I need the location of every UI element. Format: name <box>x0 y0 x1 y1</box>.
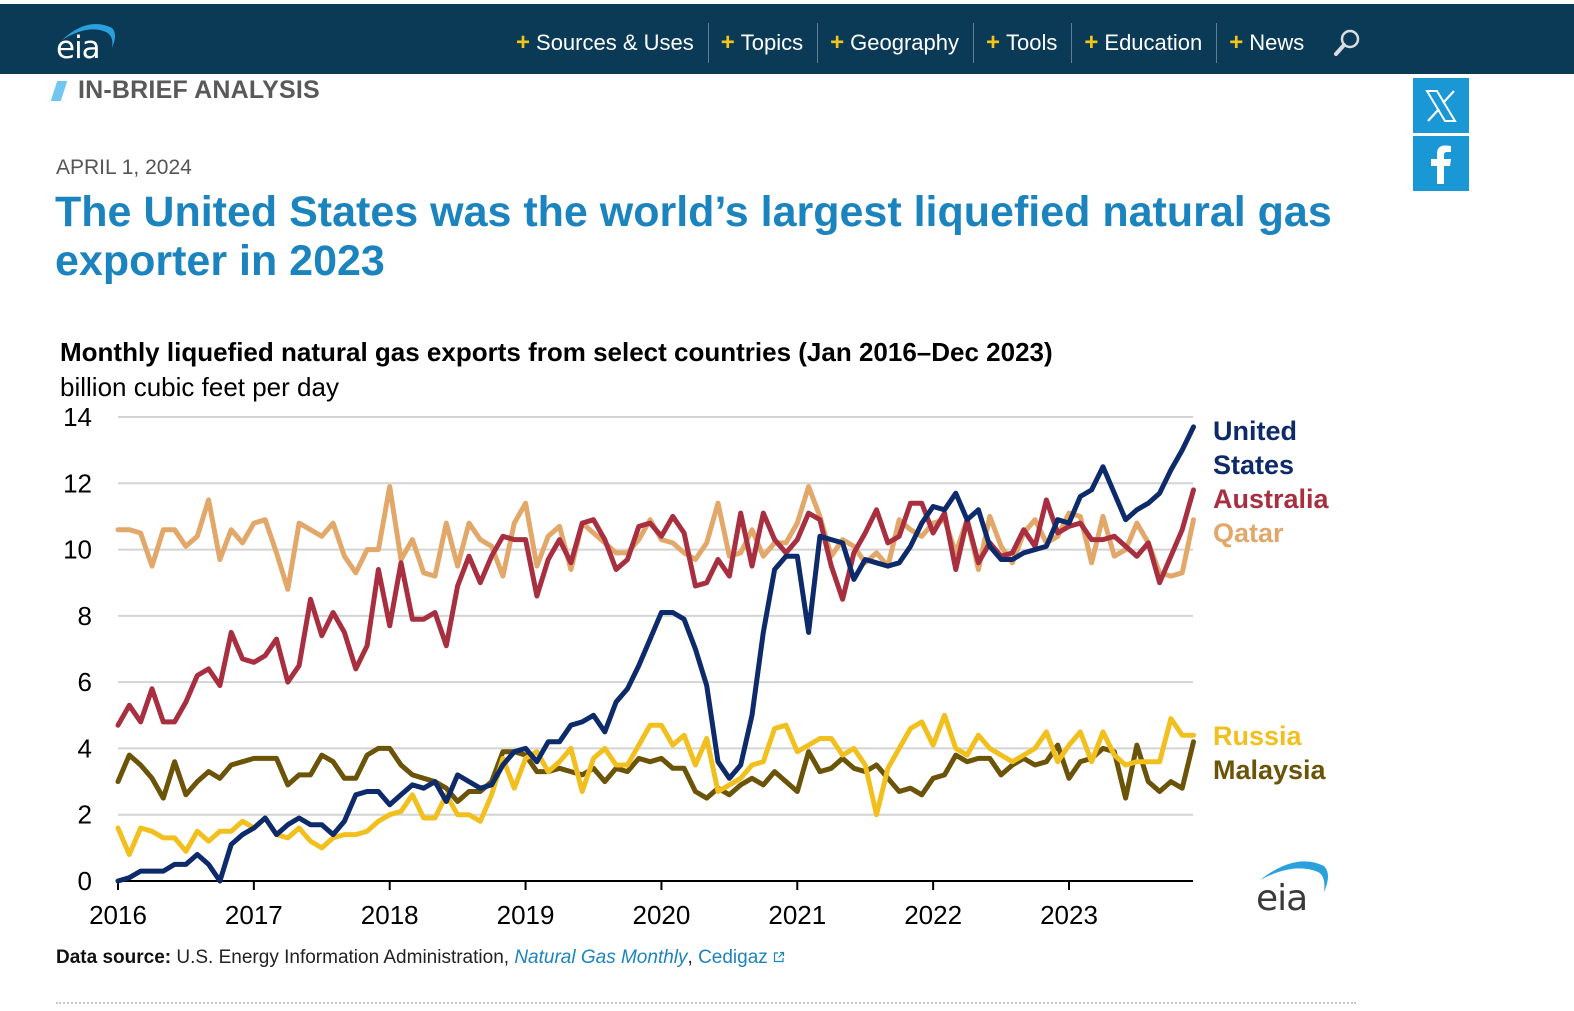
cedigaz-link[interactable]: Cedigaz <box>698 947 768 968</box>
y-tick-label: 10 <box>63 535 92 565</box>
legend-label-line: Russia <box>1213 721 1302 751</box>
y-tick-label: 0 <box>78 866 92 896</box>
nav-news[interactable]: + News <box>1217 23 1318 63</box>
data-source: Data source: U.S. Energy Information Adm… <box>56 947 785 969</box>
x-tick-label: 2019 <box>497 900 555 930</box>
nav-label: Geography <box>850 30 959 55</box>
nav-tools[interactable]: + Tools <box>974 23 1073 63</box>
series-line-malaysia <box>115 739 1196 804</box>
legend-label-malaysia: Malaysia <box>1213 753 1326 787</box>
share-x-button[interactable] <box>1413 78 1469 133</box>
x-tick-label: 2017 <box>225 900 283 930</box>
y-tick-label: 12 <box>63 468 92 498</box>
nav-geography[interactable]: + Geography <box>818 23 974 63</box>
nav-topics[interactable]: + Topics <box>709 23 819 63</box>
kicker-text: IN-BRIEF ANALYSIS <box>78 76 320 104</box>
x-tick-label: 2016 <box>89 900 147 930</box>
x-tick-label: 2020 <box>633 900 691 930</box>
series-line-united-states <box>115 424 1196 884</box>
share-facebook-button[interactable] <box>1413 136 1469 191</box>
plus-icon: + <box>1084 29 1099 56</box>
legend-label-line: Qatar <box>1213 518 1284 548</box>
main-nav: + Sources & Uses + Topics + Geography + Tool… <box>504 8 1362 78</box>
nav-sources-uses[interactable]: + Sources & Uses <box>504 23 709 63</box>
eia-logo-icon: eia <box>1256 861 1328 919</box>
nav-label: Topics <box>740 30 804 55</box>
x-tick-label: 2022 <box>904 900 962 930</box>
nav-label: Education <box>1104 30 1203 55</box>
chart-y-unit-label: billion cubic feet per day <box>60 372 339 402</box>
y-tick-label: 8 <box>78 601 92 631</box>
plus-icon: + <box>516 29 531 56</box>
y-tick-label: 4 <box>78 733 92 763</box>
legend-label-line: States <box>1213 450 1295 480</box>
x-tick-label: 2018 <box>361 900 419 930</box>
article-date: APRIL 1, 2024 <box>56 156 192 179</box>
plus-icon: + <box>1229 29 1244 56</box>
legend-label-line: Malaysia <box>1213 755 1326 785</box>
facebook-icon <box>1431 145 1451 184</box>
plus-icon: + <box>830 29 845 56</box>
x-twitter-icon <box>1425 89 1457 122</box>
eia-logo-text: eia <box>56 30 101 66</box>
plus-icon: + <box>986 29 1001 56</box>
nav-label: Tools <box>1006 30 1058 55</box>
kicker: IN-BRIEF ANALYSIS <box>50 76 320 105</box>
nav-education[interactable]: + Education <box>1072 23 1218 63</box>
eia-logo-swoosh-icon <box>62 24 115 48</box>
legend-label-united-states: United States <box>1213 414 1297 482</box>
nav-label: Sources & Uses <box>536 30 694 55</box>
y-tick-label: 6 <box>78 667 92 697</box>
legend-label-russia: Russia <box>1213 719 1302 753</box>
y-tick-label: 14 <box>63 402 92 432</box>
y-tick-label: 2 <box>78 800 92 830</box>
x-tick-label: 2023 <box>1040 900 1098 930</box>
section-divider <box>56 1002 1356 1004</box>
plus-icon: + <box>720 29 735 56</box>
article-headline: The United States was the world’s larges… <box>55 188 1332 285</box>
legend-label-line: United <box>1213 416 1297 446</box>
search-icon[interactable] <box>1332 28 1362 58</box>
series-line-russia <box>115 712 1196 857</box>
top-edge <box>0 0 1574 4</box>
separator: , <box>687 947 699 968</box>
legend-label-qatar: Qatar <box>1213 516 1284 550</box>
svg-text:eia: eia <box>1256 878 1307 918</box>
data-source-text: U.S. Energy Information Administration, <box>171 947 515 968</box>
series-line-australia <box>115 487 1196 728</box>
site-header: eia + Sources & Uses + Topics + Geography +… <box>0 4 1574 74</box>
natural-gas-monthly-link[interactable]: Natural Gas Monthly <box>514 947 688 968</box>
chart-title: Monthly liquefied natural gas exports fr… <box>60 337 1053 367</box>
legend-label-australia: Australia <box>1213 482 1329 516</box>
legend-label-line: Australia <box>1213 484 1329 514</box>
x-tick-label: 2021 <box>768 900 826 930</box>
chart-eia-logo: eia <box>1250 858 1340 919</box>
nav-label: News <box>1249 30 1305 55</box>
data-source-label: Data source: <box>56 947 172 968</box>
external-link-icon[interactable] <box>773 951 785 963</box>
eia-logo[interactable]: eia <box>52 18 122 68</box>
